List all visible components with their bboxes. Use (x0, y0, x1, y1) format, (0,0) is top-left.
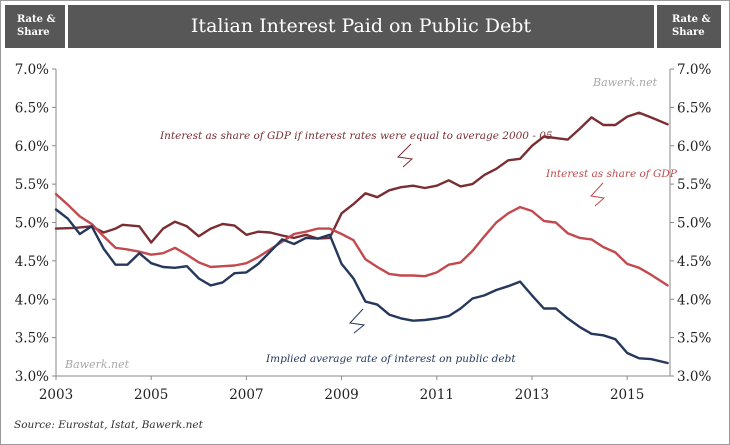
chart-axes (55, 69, 671, 377)
y-tick-label-right: 6.5% (677, 100, 711, 116)
annotation-pointer-navy (348, 308, 366, 334)
y-tick-label-right: 3.5% (677, 331, 711, 347)
y-tick-label-left: 6.5% (15, 100, 49, 116)
x-tick-label: 2013 (515, 387, 549, 403)
y-tick-label-right: 6.0% (677, 139, 711, 155)
series-line-hypothetical-share (54, 111, 669, 244)
annotation-interest-share: Interest as share of GDP (545, 168, 678, 180)
watermark-bottom: Bawerk.net (64, 358, 130, 371)
y-tick-label-right: 4.0% (677, 292, 711, 308)
x-tick-label: 2007 (229, 387, 263, 403)
x-tick-label: 2009 (324, 387, 358, 403)
header-title-box: Italian Interest Paid on Public Debt (68, 5, 654, 48)
left-axis-caption: Rate & Share (17, 14, 56, 38)
y-tick-label-right: 5.0% (677, 216, 711, 232)
y-tick-label-right: 5.5% (677, 177, 711, 193)
y-tick-label-right: 4.5% (677, 254, 711, 270)
right-axis-caption: Rate & Share (672, 14, 711, 38)
annotation-pointer-red (589, 182, 606, 207)
y-tick-label-left: 7.0% (15, 62, 49, 78)
y-tick-label-left: 3.5% (15, 331, 49, 347)
y-tick-label-left: 4.0% (15, 292, 49, 308)
x-tick-label: 2003 (39, 387, 73, 403)
y-tick-label-right: 7.0% (677, 62, 711, 78)
annotation-implied-rate: Implied average rate of interest on publ… (265, 353, 516, 365)
y-tick-label-left: 5.5% (15, 177, 49, 193)
y-tick-label-left: 4.5% (15, 254, 49, 270)
x-tick-label: 2011 (420, 387, 454, 403)
y-tick-label-right: 3.0% (677, 369, 711, 385)
tick-labels: 3.0% 3.0% 3.5% 3.5% 4.0% 4.0% 4.5% 4.5% 5.0% 5.0%… (15, 62, 712, 403)
watermark-top: Bawerk.net (592, 76, 658, 89)
chart-title: Italian Interest Paid on Public Debt (190, 15, 532, 37)
annotation-hypothetical-share: Interest as share of GDP if interest rat… (159, 130, 553, 142)
header-left-box: Rate & Share (5, 5, 65, 48)
y-tick-label-left: 6.0% (15, 139, 49, 155)
header-right-box: Rate & Share (657, 5, 721, 48)
source-note: Source: Eurostat, Istat, Bawerk.net (14, 419, 203, 431)
series-line-interest-share (54, 192, 669, 287)
series-lines (54, 111, 669, 365)
x-tick-label: 2015 (610, 387, 644, 403)
y-tick-label-left: 3.0% (15, 369, 49, 385)
annotation-pointer-dark-red (396, 143, 414, 168)
x-tick-label: 2005 (134, 387, 168, 403)
series-line-implied-rate (54, 208, 669, 365)
y-tick-label-left: 5.0% (15, 216, 49, 232)
